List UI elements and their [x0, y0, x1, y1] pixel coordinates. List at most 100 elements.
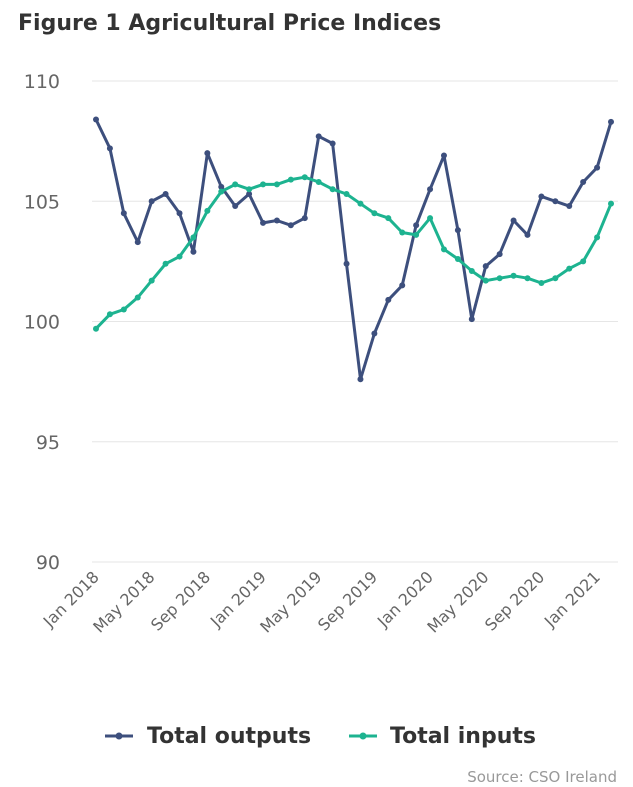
data-point-total-inputs-may-2018[interactable]: [148, 277, 155, 284]
series-line-total-inputs: [94, 175, 613, 331]
data-point-total-inputs-mar-2018[interactable]: [120, 306, 127, 313]
data-point-total-inputs-sep-2019[interactable]: [371, 210, 378, 217]
data-point-total-inputs-may-2020[interactable]: [482, 277, 489, 284]
y-tick-label-90: 90: [36, 552, 60, 574]
legend-label-total-outputs: Total outputs: [147, 724, 311, 749]
x-tick-label-sep-2019: Sep 2019: [314, 567, 381, 634]
data-point-total-outputs-jan-2021[interactable]: [594, 164, 601, 171]
data-point-total-inputs-oct-2019[interactable]: [385, 215, 392, 222]
y-tick-label-95: 95: [36, 432, 60, 454]
data-point-total-inputs-apr-2019[interactable]: [301, 174, 308, 181]
data-point-total-inputs-sep-2018[interactable]: [204, 207, 211, 214]
legend-item-total-outputs[interactable]: Total outputs: [105, 724, 311, 749]
data-point-total-inputs-nov-2020[interactable]: [566, 265, 573, 272]
data-point-total-outputs-apr-2020[interactable]: [468, 316, 475, 323]
data-point-total-outputs-jan-2018[interactable]: [93, 116, 99, 123]
data-point-total-outputs-oct-2020[interactable]: [552, 198, 559, 205]
data-point-total-outputs-dec-2020[interactable]: [580, 179, 587, 186]
y-tick-label-105: 105: [24, 191, 60, 213]
data-point-total-outputs-dec-2018[interactable]: [246, 191, 253, 198]
data-point-total-outputs-nov-2019[interactable]: [399, 282, 406, 289]
data-point-total-inputs-mar-2020[interactable]: [454, 255, 461, 262]
y-tick-label-100: 100: [24, 312, 60, 334]
data-point-total-outputs-mar-2019[interactable]: [287, 222, 294, 229]
data-point-total-outputs-nov-2018[interactable]: [232, 203, 239, 210]
data-point-total-inputs-jul-2020[interactable]: [510, 272, 517, 279]
data-point-total-inputs-jun-2018[interactable]: [162, 260, 169, 267]
data-point-total-inputs-jan-2021[interactable]: [594, 234, 601, 241]
data-point-total-outputs-aug-2020[interactable]: [524, 231, 531, 238]
series-layer: [93, 116, 614, 383]
data-point-total-inputs-aug-2018[interactable]: [190, 234, 197, 241]
series-total-outputs: [93, 116, 614, 383]
data-point-total-outputs-jun-2020[interactable]: [496, 251, 503, 258]
data-point-total-inputs-jul-2019[interactable]: [343, 191, 350, 198]
data-point-total-inputs-jun-2019[interactable]: [329, 186, 336, 193]
data-point-total-inputs-feb-2021[interactable]: [608, 200, 614, 207]
data-point-total-inputs-feb-2020[interactable]: [440, 246, 447, 253]
data-point-total-outputs-jul-2018[interactable]: [176, 210, 183, 217]
data-point-total-inputs-mar-2019[interactable]: [287, 176, 294, 183]
data-point-total-outputs-sep-2018[interactable]: [204, 150, 211, 157]
y-axis: 90 95 100 105 110: [24, 71, 60, 574]
x-tick-label-sep-2018: Sep 2018: [147, 567, 214, 634]
data-point-total-outputs-aug-2018[interactable]: [190, 248, 197, 255]
series-line-total-outputs: [94, 118, 613, 381]
data-point-total-inputs-dec-2020[interactable]: [580, 258, 587, 265]
data-point-total-outputs-jun-2019[interactable]: [329, 140, 336, 147]
data-point-total-outputs-may-2018[interactable]: [148, 198, 155, 205]
data-point-total-outputs-jul-2019[interactable]: [343, 260, 350, 267]
data-point-total-inputs-nov-2019[interactable]: [399, 229, 406, 236]
data-point-total-inputs-oct-2020[interactable]: [552, 275, 559, 282]
data-point-total-inputs-aug-2019[interactable]: [357, 200, 364, 207]
data-point-total-inputs-may-2019[interactable]: [315, 179, 322, 186]
legend-label-total-inputs: Total inputs: [390, 724, 536, 749]
data-point-total-inputs-jan-2019[interactable]: [260, 181, 267, 188]
data-point-total-outputs-mar-2018[interactable]: [120, 210, 127, 217]
x-tick-label-jan-2021: Jan 2021: [540, 567, 604, 631]
data-point-total-outputs-feb-2021[interactable]: [608, 118, 614, 125]
data-point-total-inputs-dec-2018[interactable]: [246, 186, 253, 193]
data-point-total-inputs-sep-2020[interactable]: [538, 280, 545, 287]
data-point-total-outputs-sep-2020[interactable]: [538, 193, 545, 200]
data-point-total-inputs-oct-2018[interactable]: [218, 188, 225, 195]
source-credit: Source: CSO Ireland: [467, 768, 617, 786]
data-point-total-outputs-jun-2018[interactable]: [162, 191, 169, 198]
data-point-total-outputs-oct-2018[interactable]: [218, 183, 225, 190]
data-point-total-inputs-apr-2020[interactable]: [468, 267, 475, 274]
data-point-total-inputs-feb-2019[interactable]: [273, 181, 280, 188]
data-point-total-inputs-feb-2018[interactable]: [106, 311, 113, 318]
data-point-total-outputs-apr-2019[interactable]: [301, 215, 308, 222]
data-point-total-outputs-dec-2019[interactable]: [413, 222, 420, 229]
data-point-total-outputs-sep-2019[interactable]: [371, 330, 378, 337]
data-point-total-outputs-aug-2019[interactable]: [357, 376, 364, 383]
y-tick-label-110: 110: [24, 71, 60, 93]
legend: Total outputs Total inputs: [105, 724, 536, 749]
data-point-total-outputs-jan-2020[interactable]: [427, 186, 434, 193]
data-point-total-outputs-nov-2020[interactable]: [566, 203, 573, 210]
chart-title: Figure 1 Agricultural Price Indices: [18, 11, 441, 36]
data-point-total-inputs-nov-2018[interactable]: [232, 181, 239, 188]
data-point-total-outputs-oct-2019[interactable]: [385, 296, 392, 303]
data-point-total-outputs-may-2020[interactable]: [482, 263, 489, 270]
series-total-inputs: [93, 174, 614, 332]
data-point-total-inputs-aug-2020[interactable]: [524, 275, 531, 282]
legend-item-total-inputs[interactable]: Total inputs: [349, 724, 536, 749]
data-point-total-inputs-apr-2018[interactable]: [134, 294, 141, 301]
data-point-total-outputs-mar-2020[interactable]: [454, 227, 461, 234]
data-point-total-inputs-jan-2018[interactable]: [93, 325, 99, 332]
data-point-total-inputs-jan-2020[interactable]: [427, 215, 434, 222]
data-point-total-inputs-jul-2018[interactable]: [176, 253, 183, 260]
data-point-total-inputs-jun-2020[interactable]: [496, 275, 503, 282]
data-point-total-outputs-feb-2020[interactable]: [440, 152, 447, 159]
legend-marker-total-outputs: [115, 732, 123, 740]
data-point-total-outputs-may-2019[interactable]: [315, 133, 322, 140]
data-point-total-inputs-dec-2019[interactable]: [413, 231, 420, 238]
data-point-total-outputs-feb-2019[interactable]: [273, 217, 280, 224]
data-point-total-outputs-jan-2019[interactable]: [260, 219, 267, 226]
data-point-total-outputs-jul-2020[interactable]: [510, 217, 517, 224]
data-point-total-outputs-feb-2018[interactable]: [106, 145, 113, 152]
data-point-total-outputs-apr-2018[interactable]: [134, 239, 141, 246]
